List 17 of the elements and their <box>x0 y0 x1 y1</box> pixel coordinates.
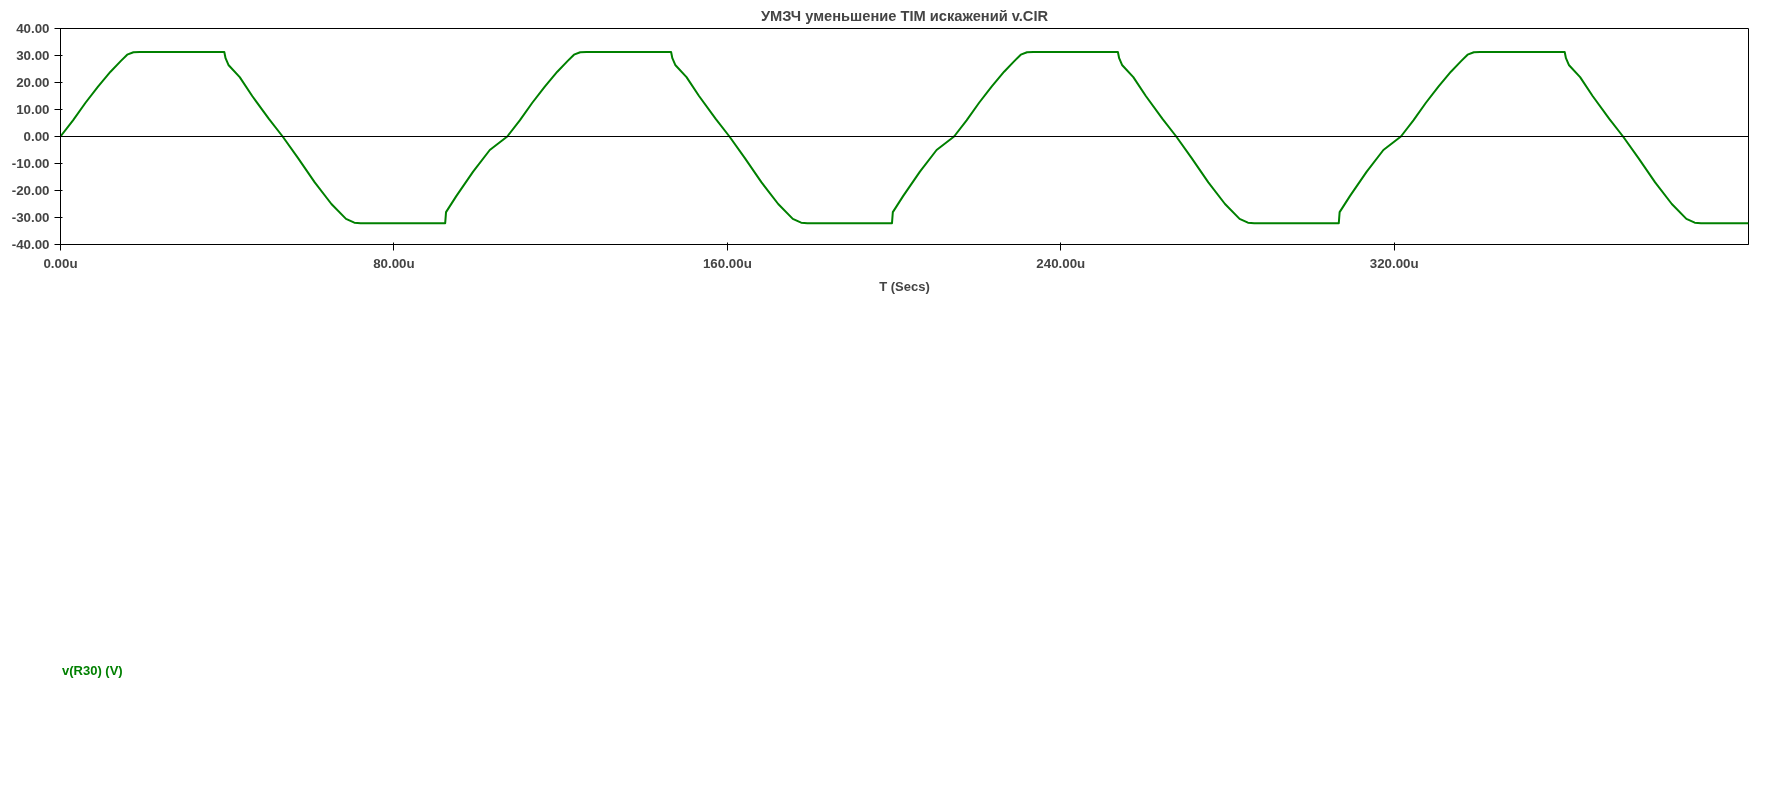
y-tick-label: 0.00 <box>23 129 50 144</box>
y-tick-label: -30.00 <box>11 210 50 225</box>
text: v(R30) (V) <box>62 662 123 678</box>
y-tick-label: 40.00 <box>16 21 50 36</box>
y-tick-label: -10.00 <box>11 156 50 171</box>
y-tick-label: 30.00 <box>16 48 50 63</box>
y-tick-label: 20.00 <box>16 75 50 90</box>
chart-title: УМЗЧ уменьшение TIM искажений v.CIR <box>760 7 1049 24</box>
x-tick-label: 0.00u <box>43 255 78 271</box>
y-tick-label: -40.00 <box>11 237 50 252</box>
x-tick-label: 80.00u <box>373 255 415 271</box>
y-tick-label: -20.00 <box>11 183 50 198</box>
y-tick-label: 10.00 <box>16 102 50 117</box>
x-tick-label: 160.00u <box>702 255 752 271</box>
x-axis-title: T (Secs) <box>879 278 930 294</box>
x-tick-label: 320.00u <box>1369 255 1419 271</box>
x-tick-label: 240.00u <box>1036 255 1086 271</box>
